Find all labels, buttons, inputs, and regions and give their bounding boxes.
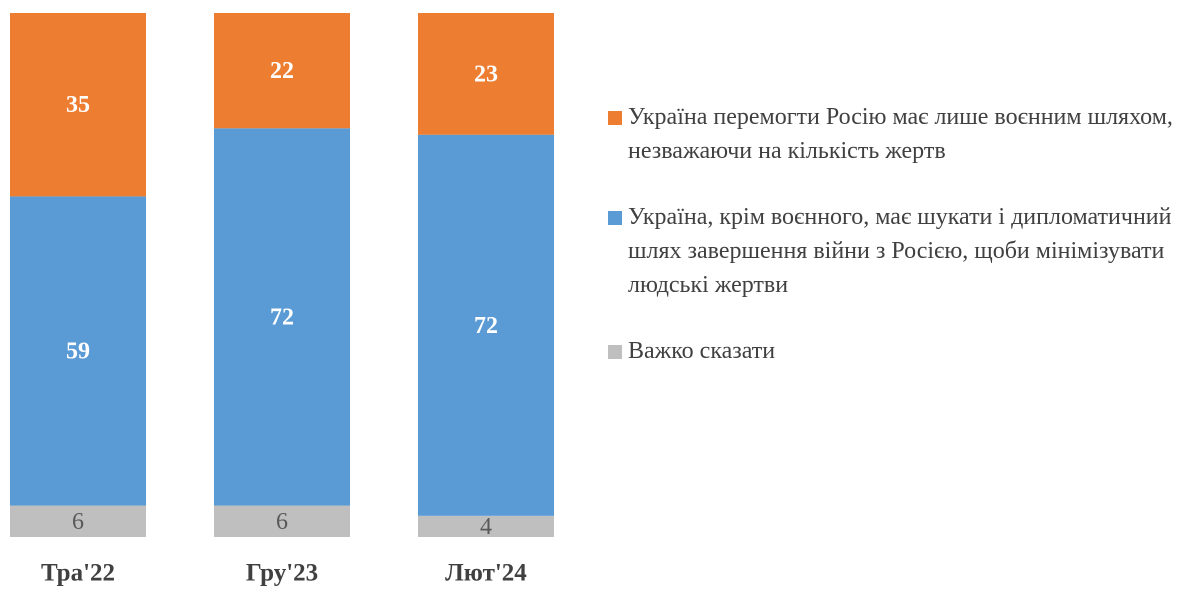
legend-label: Україна, крім воєнного, має шукати і дип…	[628, 204, 1172, 298]
bar-segment	[10, 505, 146, 537]
legend: Україна перемогти Росію має лише воєнним…	[606, 100, 1173, 400]
x-tick-label: Лют'24	[445, 560, 527, 587]
bar-segment	[214, 505, 350, 537]
legend-item: Важко сказати	[606, 334, 1173, 368]
value-label: 22	[270, 58, 294, 84]
legend-swatch	[608, 211, 622, 225]
legend-item: Україна перемогти Росію має лише воєнним…	[606, 100, 1173, 168]
x-tick-label: Тра'22	[41, 560, 115, 587]
value-label: 6	[72, 509, 84, 535]
bar-segment	[418, 13, 554, 135]
legend-swatch	[608, 345, 622, 359]
bar-segment	[10, 196, 146, 506]
legend-label: Україна перемогти Росію має лише воєнним…	[628, 104, 1173, 164]
legend-item: Україна, крім воєнного, має шукати і дип…	[606, 200, 1173, 302]
value-label: 72	[474, 313, 498, 339]
value-label: 72	[270, 304, 294, 330]
value-label: 6	[276, 509, 288, 535]
bar-segment	[214, 13, 350, 129]
bar-segment	[418, 134, 554, 516]
legend-label: Важко сказати	[628, 338, 776, 364]
value-label: 4	[480, 514, 492, 540]
value-label: 35	[66, 92, 90, 118]
x-tick-label: Гру'23	[246, 560, 318, 587]
bar-segment	[10, 13, 146, 197]
value-label: 59	[66, 338, 90, 364]
bar-segment	[418, 515, 554, 537]
legend-swatch	[608, 111, 622, 125]
value-label: 23	[474, 61, 498, 87]
bar-segment	[214, 128, 350, 506]
